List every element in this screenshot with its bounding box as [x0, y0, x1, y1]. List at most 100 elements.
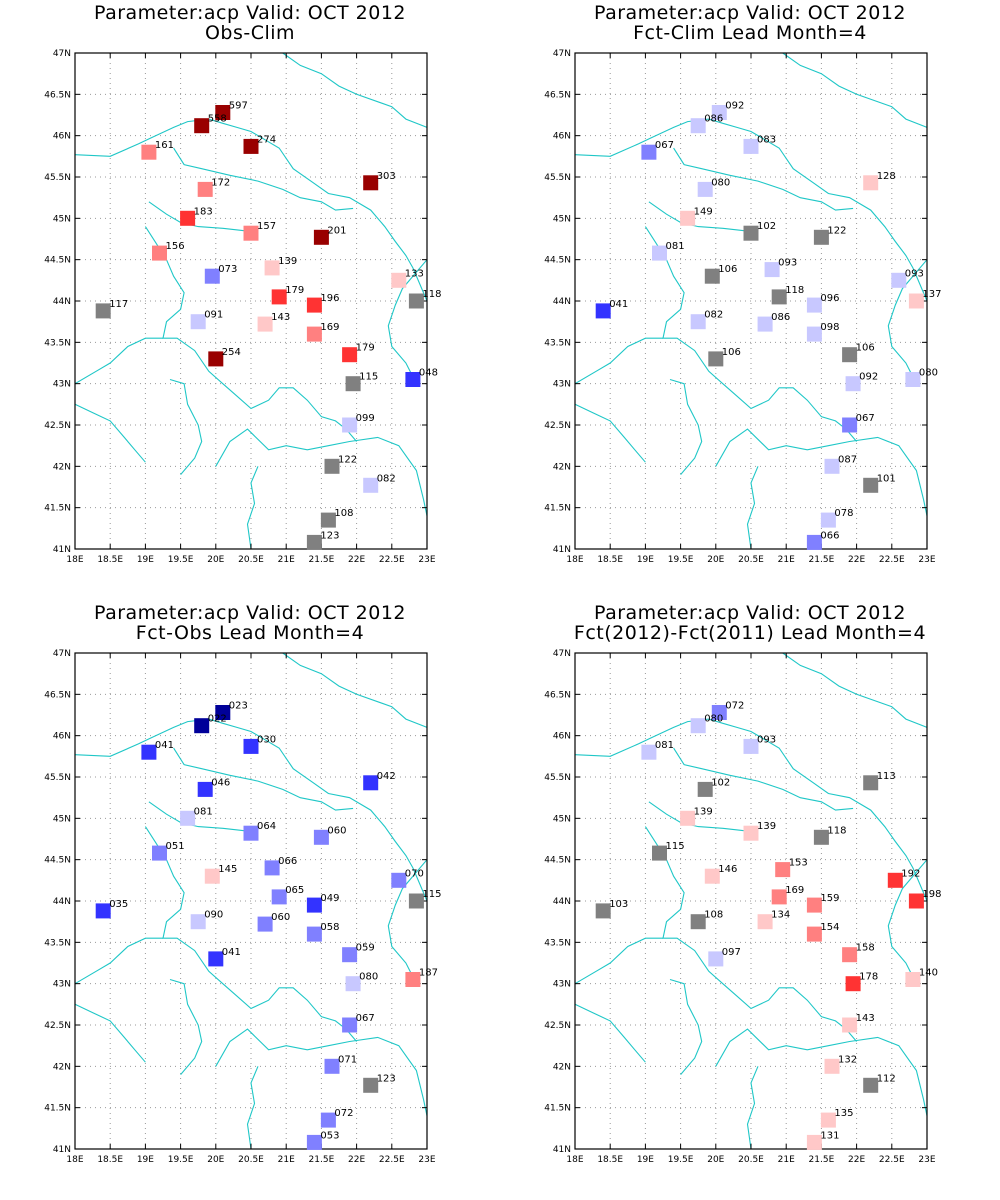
border-line [673, 147, 854, 211]
station-marker [697, 181, 713, 197]
station-marker [208, 351, 224, 367]
y-tick-label: 44N [553, 897, 571, 907]
station-marker [363, 775, 379, 791]
x-tick-label: 18E [66, 1155, 83, 1165]
station-value-label: 303 [377, 171, 396, 182]
station-marker [764, 262, 780, 278]
station-marker [306, 297, 322, 313]
border-line [74, 403, 146, 463]
y-tick-label: 42N [53, 1062, 71, 1072]
x-tick-label: 23E [918, 1155, 935, 1165]
station-value-label: 133 [405, 268, 424, 279]
station-value-label: 066 [278, 856, 297, 867]
y-tick-label: 44.5N [544, 256, 571, 266]
station-marker [345, 976, 361, 992]
map-plot: 18E 18.5E 19E 19.5E 20E 20.5E 21E 21.5E 22E 22.5E… [544, 49, 941, 565]
station-value-label: 071 [338, 1054, 357, 1065]
station-marker [141, 144, 157, 160]
station-value-label: 115 [422, 889, 441, 900]
station-value-label: 081 [655, 740, 674, 751]
station-value-label: 145 [218, 864, 237, 875]
station-value-label: 108 [704, 910, 723, 921]
x-tick-label: 20E [707, 1155, 724, 1165]
station-value-label: 030 [257, 734, 276, 745]
x-tick-label: 23E [418, 555, 435, 565]
y-tick-label: 42.5N [44, 1021, 71, 1031]
x-tick-label: 18E [566, 1155, 583, 1165]
station-value-label: 115 [359, 372, 378, 383]
station-value-label: 274 [257, 134, 276, 145]
station-marker [257, 916, 273, 932]
station-marker [806, 897, 822, 913]
station-marker [363, 175, 379, 191]
station-value-label: 082 [377, 473, 396, 484]
x-tick-label: 22E [848, 1155, 865, 1165]
station-value-label: 153 [789, 858, 808, 869]
station-marker [204, 868, 220, 884]
station-value-label: 066 [820, 530, 839, 541]
station-marker [806, 926, 822, 942]
y-tick-label: 42N [553, 462, 571, 472]
y-tick-label: 46.5N [544, 690, 571, 700]
station-marker [264, 860, 280, 876]
gridlines [575, 53, 927, 549]
station-marker [405, 372, 421, 387]
border-line [169, 978, 203, 1075]
station-value-label: 254 [222, 347, 241, 358]
x-tick-label: 19.5E [168, 1155, 194, 1165]
y-tick-label: 43N [553, 380, 571, 390]
station-marker [806, 326, 822, 342]
y-tick-label: 47N [553, 49, 571, 59]
station-marker [652, 845, 667, 861]
station-marker [180, 210, 196, 226]
y-tick-label: 42.5N [44, 421, 71, 431]
station-marker [680, 210, 696, 226]
station-marker [863, 1077, 879, 1093]
station-marker [842, 347, 858, 363]
station-value-label: 099 [356, 413, 375, 424]
border-line [715, 1028, 928, 1117]
station-marker [711, 105, 727, 120]
border-line [246, 466, 259, 550]
x-tick-label: 20.5E [738, 555, 764, 565]
station-marker [306, 534, 322, 550]
station-marker [306, 897, 322, 913]
y-tick-label: 41.5N [44, 504, 71, 514]
station-value-label: 558 [208, 114, 227, 125]
station-marker [820, 512, 836, 528]
station-marker [708, 351, 724, 367]
station-value-label: 198 [922, 889, 941, 900]
y-tick-label: 43.5N [544, 938, 571, 948]
station-value-label: 103 [609, 899, 628, 910]
station-marker [842, 417, 858, 433]
panel-subtitle: Obs-Clim [204, 22, 296, 44]
station-marker [190, 914, 206, 930]
y-tick-label: 46N [553, 732, 571, 742]
border-line [215, 1028, 428, 1117]
y-tick-label: 42N [553, 1062, 571, 1072]
station-value-label: 597 [229, 101, 248, 112]
station-value-label: 106 [856, 343, 875, 354]
station-value-label: 086 [771, 312, 790, 323]
station-marker [757, 316, 773, 332]
y-tick-label: 46.5N [44, 690, 71, 700]
station-value-label: 135 [834, 1108, 853, 1119]
station-marker [813, 229, 829, 245]
station-value-label: 041 [155, 740, 174, 751]
station-value-label: 092 [725, 101, 744, 112]
station-value-label: 081 [666, 241, 685, 252]
station-marker [863, 175, 879, 191]
station-marker [743, 225, 759, 241]
border-line [644, 826, 858, 1042]
station-marker [215, 705, 231, 720]
y-tick-label: 47N [53, 649, 71, 659]
station-marker [908, 293, 924, 309]
station-marker [271, 889, 287, 905]
station-value-label: 065 [285, 885, 304, 896]
station-value-label: 049 [320, 893, 339, 904]
border-line [144, 226, 358, 442]
station-value-label: 201 [327, 225, 346, 236]
station-marker [652, 245, 667, 261]
y-tick-label: 46.5N [44, 90, 71, 100]
